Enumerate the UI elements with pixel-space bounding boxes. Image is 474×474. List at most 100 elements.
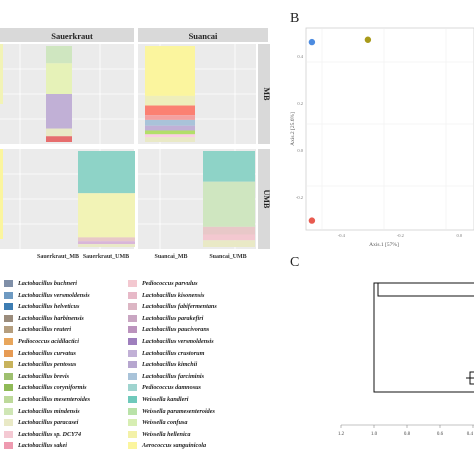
legend-item: Weissella hellenica	[128, 429, 191, 440]
legend-swatch	[128, 372, 137, 380]
legend-item: Aerococcus sanguinicola	[128, 440, 206, 451]
legend-swatch	[4, 407, 13, 415]
legend-item: Pediococcus parvulus	[128, 278, 198, 289]
dendrogram-tick-label-4: 0.4	[467, 432, 474, 437]
legend-item: Pediococcus acidilactici	[4, 336, 79, 347]
bar-segment-suancai-mb-7	[145, 134, 195, 138]
legend-item: Weissella kandleri	[128, 394, 188, 405]
scatter-plot-area	[305, 27, 474, 231]
legend-label: Lactobacillus paracasei	[18, 419, 79, 427]
left-edge-remnant-top	[0, 44, 3, 104]
legend-swatch	[128, 442, 137, 450]
legend-item: Lactobacillus paucivorans	[128, 324, 209, 335]
dendrogram-top-subbranch	[377, 282, 474, 297]
legend-item: Weissella paramesenteroides	[128, 406, 215, 417]
facet-strip-suancai	[138, 28, 268, 42]
facet-strip-sauerkraut	[0, 28, 134, 42]
legend-swatch	[4, 338, 13, 345]
x-tick-sauerkraut-mb: Sauerkraut_MB	[37, 254, 79, 260]
scatter-ticks: 0.4 0.2 0.0 -0.2 -0.4 -0.2 0.0	[296, 54, 463, 238]
legend-swatch	[4, 372, 13, 380]
facet-label-suancai: Suancai	[189, 31, 218, 41]
bar-segment-sauerkraut-umb-1	[78, 193, 135, 238]
legend-label: Aerococcus sanguinicola	[142, 442, 207, 450]
bar-segment-suancai-mb-5	[145, 125, 195, 131]
legend-item: Lactobacillus crustorum	[128, 348, 204, 359]
dendrogram-tick-label-0: 1.2	[338, 432, 345, 437]
legend-swatch	[4, 361, 13, 369]
legend-swatch	[128, 338, 137, 345]
legend-item: Pediococcus damnosus	[128, 382, 201, 393]
scatter-point-2	[308, 217, 316, 224]
legend-swatch	[4, 291, 13, 299]
legend-item: Lactobacillus mindensis	[4, 406, 80, 417]
legend-item: Lactobacillus helveticus	[4, 301, 79, 312]
legend-label: Pediococcus damnosus	[142, 384, 201, 392]
panel-c-label: C	[290, 255, 299, 270]
legend-swatch	[4, 303, 13, 311]
bar-segment-suancai-mb-2	[145, 105, 195, 116]
legend-swatch	[128, 303, 137, 311]
legend-swatch	[4, 314, 13, 322]
scatter-y-tick-3: -0.2	[296, 195, 303, 200]
facet-strip-mb	[258, 44, 270, 144]
legend-item: Lactobacillus harbinensis	[4, 313, 84, 324]
facet-label-umb: UMB	[262, 190, 271, 209]
legend-label: Lactobacillus versmoldensis	[142, 338, 214, 345]
dendrogram-tick-label-2: 0.8	[404, 432, 411, 437]
legend-label: Lactobacillus brevis	[18, 372, 70, 380]
legend-swatch	[128, 384, 137, 392]
legend-swatch	[4, 349, 13, 357]
bar-segment-suancai-umb-2	[203, 226, 255, 235]
legend-swatch	[4, 326, 13, 334]
bar-segment-suancai-mb-6	[145, 130, 195, 135]
dendrogram-ticks: 1.2 1.0 0.8 0.6 0.4	[338, 425, 474, 437]
legend-label: Lactobacillus mindensis	[18, 407, 80, 415]
legend-swatch	[128, 349, 137, 357]
legend-item: Lactobacillus kimchii	[128, 359, 197, 370]
bar-segment-sauerkraut-mb-2	[46, 94, 72, 129]
legend-swatch	[4, 280, 13, 287]
scatter-point-0	[308, 38, 316, 46]
legend-label: Lactobacillus mesenteroides	[18, 396, 91, 403]
dendrogram-tick-label-3: 0.6	[437, 432, 444, 437]
legend-label: Lactobacillus curvatus	[18, 349, 76, 357]
legend-label: Lactobacillus sp. DCY74	[18, 430, 82, 438]
legend-label: Lactobacillus farciminis	[142, 372, 205, 380]
legend-item: Lactobacillus curvatus	[4, 348, 76, 359]
legend-swatch	[4, 384, 13, 392]
legend-item: Lactobacillus versmoldensis	[128, 336, 214, 347]
facet-strip-umb	[258, 149, 270, 249]
legend-swatch	[4, 396, 13, 403]
scatter-y-tick-1: 0.2	[297, 101, 303, 106]
legend-swatch	[128, 430, 137, 438]
dendrogram-branches	[373, 282, 474, 393]
bar-segment-suancai-mb-4	[145, 119, 195, 126]
legend-label: Lactobacillus versmoldensis	[18, 291, 90, 299]
legend-label: Lactobacillus sakei	[18, 442, 67, 450]
legend-item: Lactobacillus sp. DCY74	[4, 429, 81, 440]
scatter-x-tick-2: 0.0	[456, 233, 462, 238]
legend-item: Lactobacillus coryniformis	[4, 382, 87, 393]
legend-label: Weissella paramesenteroides	[142, 407, 215, 415]
legend-item: Lactobacillus brevis	[4, 371, 69, 382]
bar-segment-suancai-umb-0	[203, 151, 255, 182]
scatter-panel: B 0.40.20.0-0.2-0.4 -0.2 0.0 Axis.1 [57%] …	[290, 11, 474, 248]
legend-label: Lactobacillus kimchii	[142, 361, 198, 369]
legend-label: Lactobacillus helveticus	[18, 303, 80, 311]
scatter-y-tick-2: 0.0	[297, 148, 303, 153]
left-edge-remnant-bottom	[0, 149, 3, 239]
bar-segment-suancai-mb-3	[145, 115, 195, 120]
legend-label: Weissella confusa	[142, 419, 188, 427]
bar-segment-suancai-umb-3	[203, 234, 255, 241]
panel-b-label: B	[290, 11, 299, 26]
legend-item: Lactobacillus pentosus	[4, 359, 76, 370]
bar-segment-suancai-umb-4	[203, 240, 255, 247]
bar-segment-sauerkraut-umb-0	[78, 151, 135, 194]
legend-swatch	[128, 280, 137, 287]
legend-item: Lactobacillus farciminis	[128, 371, 204, 382]
bar-segment-sauerkraut-umb-4	[78, 244, 135, 247]
legend-label: Lactobacillus crustorum	[142, 349, 205, 357]
legend-item: Lactobacillus kisonensis	[128, 290, 204, 301]
legend-swatch	[128, 326, 137, 334]
